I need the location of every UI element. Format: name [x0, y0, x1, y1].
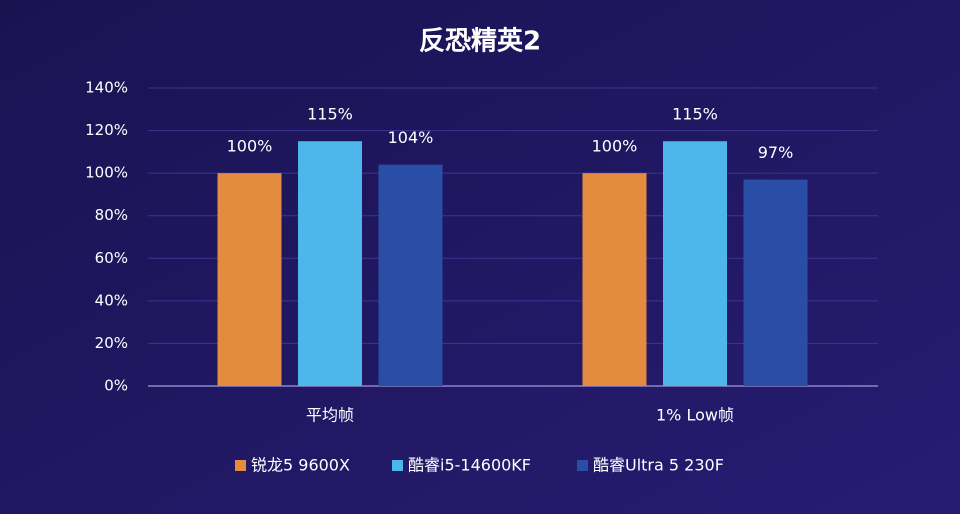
legend-label: 酷睿i5-14600KF — [408, 456, 531, 475]
x-tick-label: 平均帧 — [306, 406, 354, 425]
data-label: 115% — [672, 105, 718, 124]
legend-label: 酷睿Ultra 5 230F — [593, 456, 724, 475]
data-label: 104% — [388, 128, 434, 147]
legend-swatch — [577, 460, 588, 471]
y-tick-label: 120% — [85, 121, 128, 139]
bar — [582, 173, 647, 386]
legend-label: 锐龙5 9600X — [251, 456, 350, 475]
bar — [378, 164, 443, 386]
y-tick-label: 140% — [85, 79, 128, 97]
data-label: 97% — [758, 143, 794, 162]
y-tick-label: 20% — [95, 334, 128, 352]
y-tick-label: 0% — [104, 377, 128, 395]
bar — [298, 141, 362, 386]
legend-swatch — [392, 460, 403, 471]
data-label: 100% — [227, 137, 273, 156]
x-tick-label: 1% Low帧 — [656, 406, 734, 425]
bar — [743, 179, 808, 386]
y-tick-label: 100% — [85, 164, 128, 182]
y-tick-label: 60% — [95, 249, 128, 267]
legend-swatch — [235, 460, 246, 471]
chart-title: 反恐精英2 — [419, 27, 541, 57]
y-tick-label: 80% — [95, 206, 128, 224]
bar — [217, 173, 282, 386]
data-label: 115% — [307, 105, 353, 124]
data-label: 100% — [592, 137, 638, 156]
bar — [663, 141, 727, 386]
y-tick-label: 40% — [95, 291, 128, 309]
